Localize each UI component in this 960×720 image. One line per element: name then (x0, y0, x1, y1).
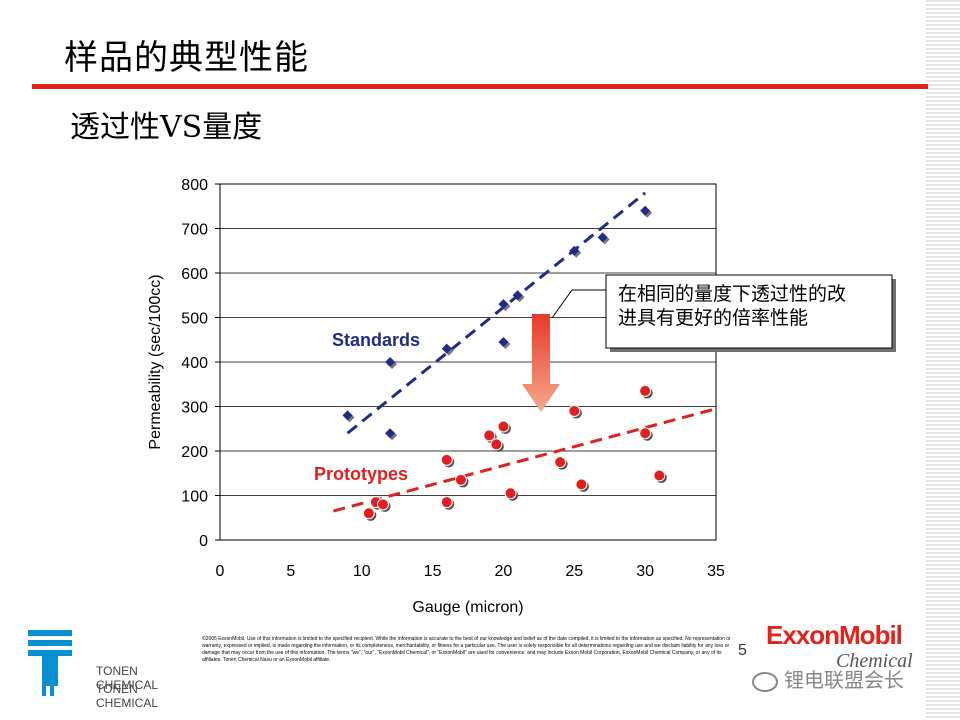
watermark: 锂电联盟会长 (752, 664, 904, 693)
callout-text: 在相同的量度下透过性的改 (618, 283, 846, 305)
copyright-notice: ©2005 ExxonMobil. Use of this informatio… (202, 636, 731, 663)
data-point-prototypes (575, 478, 588, 491)
tonen-label: TONEN CHEMICAL (96, 664, 159, 692)
data-point-prototypes (639, 427, 652, 440)
data-point-prototypes (454, 473, 467, 486)
y-tick-label: 100 (181, 489, 208, 506)
tonen-mark-icon (28, 630, 72, 696)
data-point-standards (498, 336, 509, 347)
x-tick-label: 35 (707, 563, 725, 580)
data-point-standards (640, 205, 651, 216)
exxonmobil-logo: ExxonMobil (766, 620, 903, 650)
data-point-standards (569, 245, 580, 256)
data-point-prototypes (483, 429, 496, 442)
callout-leader (551, 289, 606, 319)
y-tick-label: 0 (199, 533, 208, 550)
legend-prototypes: Prototypes (314, 464, 408, 484)
y-tick-label: 200 (181, 444, 208, 461)
y-axis-label: Permeability (sec/100cc) (147, 274, 164, 449)
tonen-label-secondary: TONEN CHEMICAL (96, 682, 159, 710)
y-tick-label: 800 (181, 177, 208, 194)
data-point-standards (385, 357, 396, 367)
title-rule (32, 84, 928, 89)
data-point-prototypes (376, 498, 389, 511)
y-tick-label: 400 (181, 355, 208, 372)
data-point-prototypes (568, 404, 581, 417)
trendline-prototypes (332, 407, 717, 513)
improvement-arrow (522, 314, 560, 412)
x-axis-label: Gauge (micron) (412, 599, 523, 616)
trendline-standards (346, 191, 647, 435)
x-tick-label: 30 (636, 563, 654, 580)
data-point-prototypes (490, 438, 503, 451)
y-tick-label: 500 (181, 311, 208, 328)
x-tick-label: 15 (424, 563, 442, 580)
x-tick-label: 20 (495, 563, 513, 580)
data-point-prototypes (440, 453, 453, 466)
data-point-prototypes (653, 469, 666, 482)
page-number: 5 (738, 642, 747, 659)
x-tick-label: 5 (286, 563, 295, 580)
legend-standards: Standards (332, 330, 420, 350)
data-point-standards (597, 232, 608, 243)
data-point-prototypes (504, 487, 517, 500)
decorative-stripe (926, 0, 960, 720)
data-point-standards (385, 428, 396, 439)
y-tick-label: 300 (181, 400, 208, 417)
y-tick-label: 600 (181, 266, 208, 283)
exxonmobil-chemical-label: Chemical (836, 650, 913, 672)
wechat-icon (752, 671, 778, 692)
data-point-prototypes (440, 496, 453, 509)
x-tick-label: 10 (353, 563, 371, 580)
tonen-logo: TONEN CHEMICAL TONEN CHEMICAL (28, 628, 198, 710)
callout-text: 进具有更好的倍率性能 (618, 307, 808, 329)
data-point-standards (441, 343, 452, 354)
x-tick-label: 25 (565, 563, 583, 580)
x-tick-label: 0 (216, 563, 225, 580)
watermark-text: 锂电联盟会长 (784, 668, 904, 692)
data-point-standards (512, 290, 523, 301)
callout-box (605, 274, 893, 349)
data-point-prototypes (497, 420, 510, 433)
data-point-standards (498, 299, 509, 310)
data-point-standards (342, 410, 353, 421)
data-point-prototypes (639, 384, 652, 397)
data-point-prototypes (362, 507, 375, 520)
slide-subtitle: 透过性VS量度 (70, 110, 263, 145)
y-tick-label: 700 (181, 222, 208, 239)
data-point-prototypes (554, 456, 567, 469)
slide-title: 样品的典型性能 (64, 38, 309, 78)
